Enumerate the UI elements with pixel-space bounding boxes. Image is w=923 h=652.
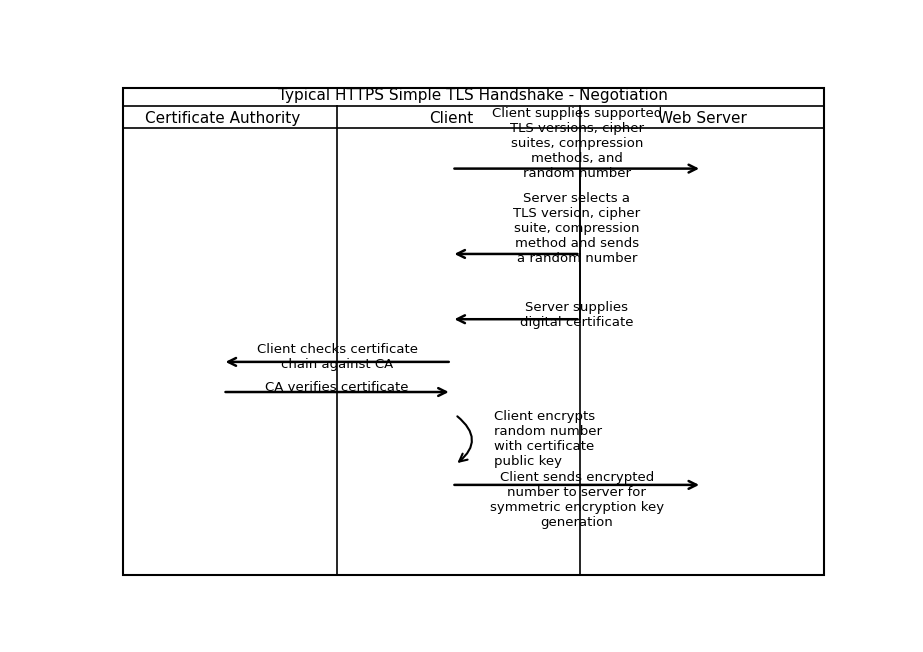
- Text: Client encrypts
random number
with certificate
public key: Client encrypts random number with certi…: [495, 409, 603, 467]
- Text: Web Server: Web Server: [657, 111, 747, 126]
- Text: Client supplies supported
TLS versions, cipher
suites, compression
methods, and
: Client supplies supported TLS versions, …: [492, 107, 662, 180]
- Text: Server selects a
TLS version, cipher
suite, compression
method and sends
a rando: Server selects a TLS version, cipher sui…: [513, 192, 641, 265]
- Text: CA verifies certificate: CA verifies certificate: [266, 381, 409, 394]
- Text: Certificate Authority: Certificate Authority: [145, 111, 300, 126]
- Text: Server supplies
digital certificate: Server supplies digital certificate: [520, 301, 633, 329]
- Text: Client sends encrypted
number to server for
symmetric encryption key
generation: Client sends encrypted number to server …: [490, 471, 664, 529]
- Text: Client: Client: [429, 111, 473, 126]
- Text: Client checks certificate
chain against CA: Client checks certificate chain against …: [257, 343, 417, 371]
- Text: Typical HTTPS Simple TLS Handshake - Negotiation: Typical HTTPS Simple TLS Handshake - Neg…: [278, 88, 668, 103]
